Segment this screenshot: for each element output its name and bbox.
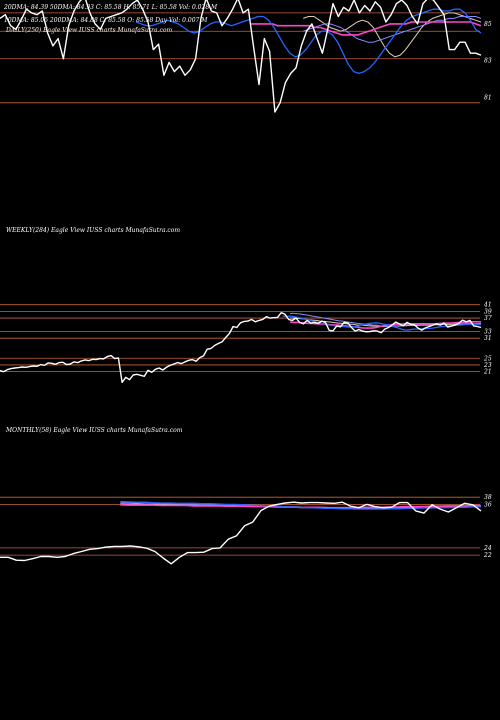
chart-panel-1: WEEKLY(284) Eagle View IUSS charts Munaf… <box>0 227 492 384</box>
series-line-ma-pink <box>251 21 482 36</box>
tick-label: 39 <box>484 308 492 315</box>
tick-label: 37 <box>484 315 492 322</box>
series-line-ma-fast <box>135 8 482 75</box>
series-line-ma-fast <box>282 315 482 331</box>
tick-label: 23 <box>483 362 492 369</box>
tick-label: 33 <box>484 328 492 335</box>
panel-title: DAILY(250) Eagle View IUSS charts Munafa… <box>5 27 173 34</box>
tick-label: 81 <box>484 94 492 101</box>
tick-label: 41 <box>483 302 492 309</box>
series-line-ma-tan <box>303 12 482 58</box>
tick-label: 22 <box>483 552 492 559</box>
tick-label: 83 <box>484 58 492 65</box>
tick-label: 31 <box>484 335 492 342</box>
series-line-price <box>0 501 482 565</box>
tick-label: 38 <box>484 494 492 501</box>
series-line-ma-slow <box>303 16 482 43</box>
header-line-1: 20DMA: 84.39 50DMA: 84.93 C: 85.58 H: 85… <box>3 4 218 11</box>
tick-label: 21 <box>483 369 492 376</box>
panel-title: WEEKLY(284) Eagle View IUSS charts Munaf… <box>6 227 180 234</box>
chart-panel-0: DAILY(250) Eagle View IUSS charts Munafa… <box>0 0 492 113</box>
tick-label: 36 <box>484 501 492 508</box>
header-line-2: 10DMA: 85.05 200DMA: 84.88 C: 85.58 O: 8… <box>4 17 208 24</box>
panel-title: MONTHLY(58) Eagle View IUSS charts Munaf… <box>5 427 183 434</box>
chart-panel-2: MONTHLY(58) Eagle View IUSS charts Munaf… <box>0 427 492 565</box>
tick-label: 24 <box>483 545 492 552</box>
series-line-price <box>0 0 482 113</box>
tick-label: 25 <box>483 355 492 362</box>
tick-label: 85 <box>484 21 492 28</box>
series-line-price <box>0 312 482 384</box>
series-line-ma-fast <box>120 500 481 510</box>
